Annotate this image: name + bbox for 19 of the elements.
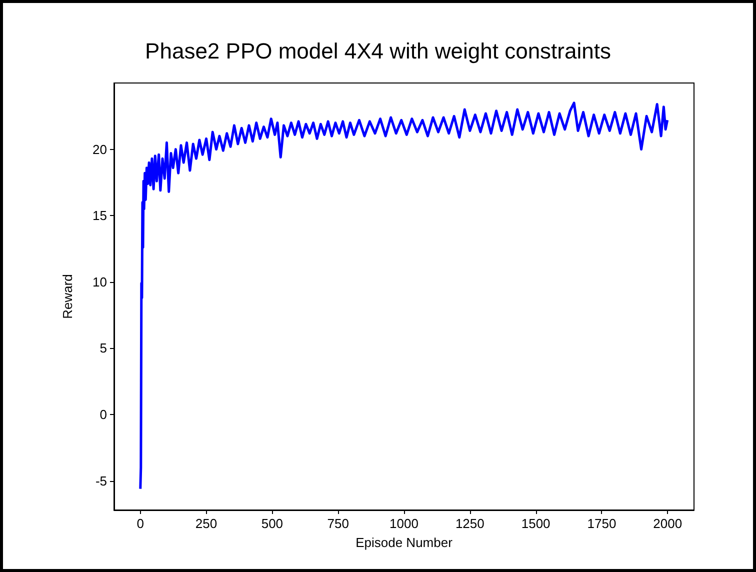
x-tick-label: 750	[327, 516, 349, 531]
y-tick-label: 15	[92, 208, 107, 224]
x-axis-title: Episode Number	[356, 535, 454, 550]
x-tick-label: 1750	[587, 516, 616, 531]
x-tick-label: 1000	[390, 516, 418, 531]
x-tick-label: 2000	[653, 516, 682, 531]
chart-title: Phase2 PPO model 4X4 with weight constraints	[145, 38, 611, 64]
y-tick-label: 20	[92, 142, 107, 157]
x-tick-label: 250	[195, 516, 218, 531]
y-tick-label: 0	[100, 407, 107, 422]
x-tick-label: 0	[136, 516, 144, 531]
line-series	[139, 102, 669, 490]
x-tick-label: 500	[261, 516, 284, 531]
y-tick-label: -5	[95, 473, 107, 488]
x-tick-label: 1250	[455, 516, 484, 531]
x-tick-label: 1500	[521, 516, 550, 531]
y-axis-title: Reward	[60, 274, 75, 319]
y-tick-label: 10	[92, 274, 107, 290]
y-tick-label: 5	[100, 340, 107, 356]
